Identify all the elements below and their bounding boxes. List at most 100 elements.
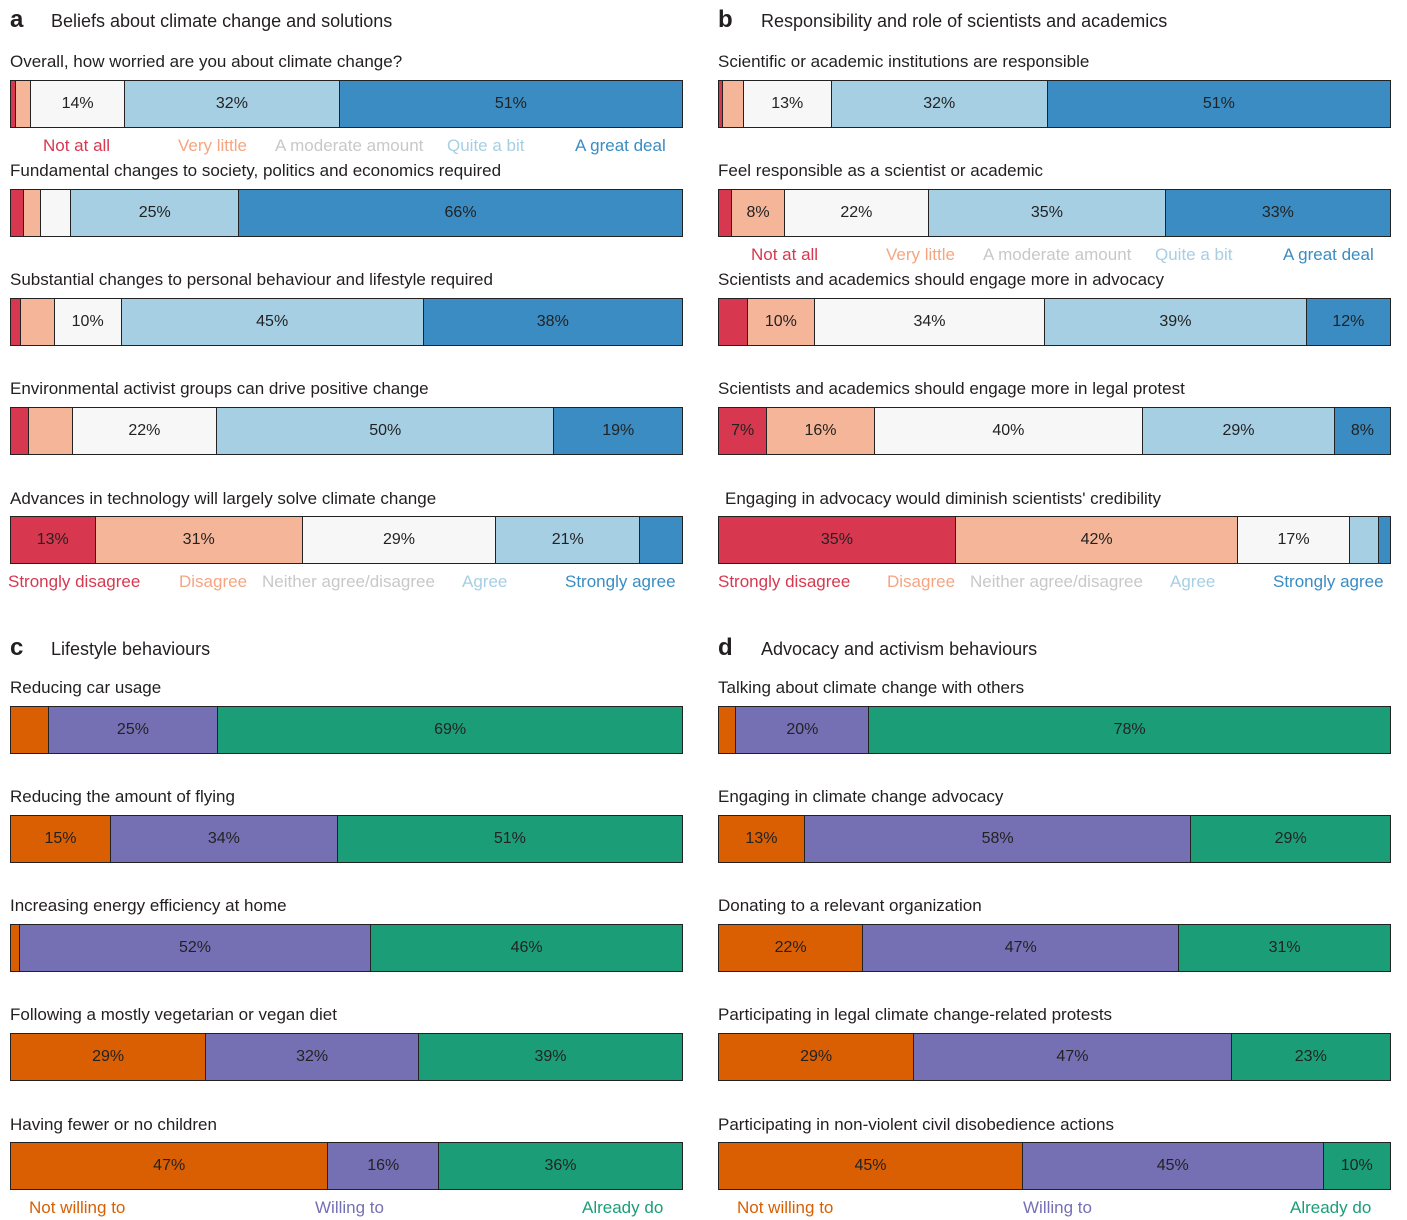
data-label: 31% (1268, 939, 1301, 956)
data-label: 32% (215, 95, 248, 112)
legend-item: Strongly agree (1273, 572, 1384, 591)
stacked-bar: 13% 31% 29% 21% (10, 516, 683, 564)
bar-segment-strongly-disagree: 7% (719, 408, 768, 454)
legend-item: A moderate amount (275, 136, 424, 155)
bar-segment-not-willing-to: 15% (11, 816, 111, 862)
data-label: 31% (182, 531, 215, 548)
bar-segment-not-willing-to: 29% (719, 1034, 915, 1080)
stacked-bar: 22% 47% 31% (718, 924, 1391, 972)
panel-a-letter: a (10, 6, 24, 33)
legend-item: Not willing to (737, 1198, 834, 1217)
data-label: 10% (71, 313, 104, 330)
data-label: 22% (128, 422, 161, 439)
data-label: 29% (1274, 830, 1307, 847)
bar-segment-not-willing-to: 13% (719, 816, 805, 862)
stacked-bar: 29% 32% 39% (10, 1033, 683, 1081)
bar-segment-very-little (21, 299, 55, 345)
question-label: Scientists and academics should engage m… (718, 270, 1165, 289)
legend-item: Very little (178, 136, 247, 155)
bar-segment-disagree (723, 81, 744, 127)
bar-segment-willing-to: 52% (19, 925, 372, 971)
bar-segment-strongly-agree: 33% (1165, 190, 1390, 236)
data-label: 29% (92, 1048, 125, 1065)
data-label: 17% (1277, 531, 1310, 548)
bar-segment-a-moderate-amount: 22% (72, 408, 217, 454)
bar-segment-not-willing-to: 22% (719, 925, 864, 971)
legend-item: Strongly disagree (8, 572, 141, 591)
stacked-bar: 10% 34% 39% 12% (718, 298, 1391, 346)
data-label: 16% (804, 422, 837, 439)
legend-item: A great deal (1283, 245, 1374, 264)
stacked-bar: 22% 50% 19% (10, 407, 683, 455)
bar-segment-already-do: 69% (218, 707, 682, 753)
data-label: 35% (820, 531, 853, 548)
bar-segment-a-great-deal (640, 517, 682, 563)
bar-segment-not-at-all: 13% (11, 517, 96, 563)
data-label: 51% (494, 95, 527, 112)
legend-item: A great deal (575, 136, 666, 155)
question-label: Substantial changes to personal behaviou… (10, 270, 493, 289)
data-label: 12% (1332, 313, 1365, 330)
bar-segment-not-willing-to (11, 707, 49, 753)
bar-segment-strongly-agree: 51% (1047, 81, 1390, 127)
data-label: 13% (771, 95, 804, 112)
bar-segment-a-moderate-amount: 29% (302, 517, 497, 563)
bar-segment-strongly-disagree (719, 190, 733, 236)
data-label: 45% (1156, 1157, 1189, 1174)
question-label: Following a mostly vegetarian or vegan d… (10, 1005, 337, 1024)
stacked-bar: 10% 45% 38% (10, 298, 683, 346)
bar-segment-willing-to: 34% (110, 816, 338, 862)
data-label: 52% (179, 939, 212, 956)
data-label: 50% (369, 422, 402, 439)
question-label: Donating to a relevant organization (718, 896, 982, 915)
panel-c-title: Lifestyle behaviours (51, 639, 211, 659)
legend-item: Agree (462, 572, 508, 591)
legend-item: Not at all (751, 245, 819, 264)
question-label: Reducing car usage (10, 678, 162, 697)
bar-segment-already-do: 78% (869, 707, 1390, 753)
question-label: Overall, how worried are you about clima… (10, 52, 403, 71)
data-label: 22% (840, 204, 873, 221)
stacked-bar: 13% 32% 51% (718, 80, 1391, 128)
data-label: 14% (61, 95, 94, 112)
data-label: 32% (923, 95, 956, 112)
bar-segment-willing-to: 20% (736, 707, 870, 753)
data-label: 46% (510, 939, 543, 956)
legend-item: Quite a bit (447, 136, 525, 155)
legend-item: Not at all (43, 136, 111, 155)
data-label: 29% (382, 531, 415, 548)
data-label: 45% (256, 313, 289, 330)
bar-segment-strongly-disagree (719, 299, 748, 345)
panel-a-title: Beliefs about climate change and solutio… (51, 11, 393, 31)
bar-segment-very-little (29, 408, 73, 454)
data-label: 29% (1222, 422, 1255, 439)
question-label: Scientific or academic institutions are … (718, 52, 1090, 71)
data-label: 58% (981, 830, 1014, 847)
bar-segment-quite-a-bit: 32% (125, 81, 340, 127)
bar-segment-quite-a-bit: 21% (496, 517, 641, 563)
legend-item: A moderate amount (983, 245, 1132, 264)
data-label: 36% (544, 1157, 577, 1174)
data-label: 47% (1004, 939, 1037, 956)
bar-segment-agree: 35% (928, 190, 1166, 236)
data-label: 10% (1340, 1157, 1373, 1174)
bar-segment-not-at-all (11, 190, 25, 236)
panel-b-letter: b (718, 6, 733, 33)
question-label: Scientists and academics should engage m… (718, 379, 1185, 398)
question-label: Feel responsible as a scientist or acade… (718, 161, 1044, 180)
data-label: 21% (551, 531, 584, 548)
bar-segment-not-willing-to: 45% (719, 1143, 1023, 1189)
stacked-bar: 47% 16% 36% (10, 1142, 683, 1190)
bar-segment-a-moderate-amount: 14% (31, 81, 126, 127)
bar-segment-disagree: 42% (955, 517, 1239, 563)
bar-segment-not-willing-to: 29% (11, 1034, 207, 1080)
bar-segment-neither-agree-disagree: 13% (743, 81, 832, 127)
stacked-bar: 20% 78% (718, 706, 1391, 754)
question-label: Fundamental changes to society, politics… (10, 161, 502, 180)
bar-segment-a-great-deal: 19% (554, 408, 682, 454)
data-label: 69% (434, 721, 467, 738)
bar-segment-neither-agree-disagree: 22% (784, 190, 929, 236)
data-label: 7% (731, 422, 755, 439)
data-label: 42% (1080, 531, 1113, 548)
data-label: 20% (786, 721, 819, 738)
